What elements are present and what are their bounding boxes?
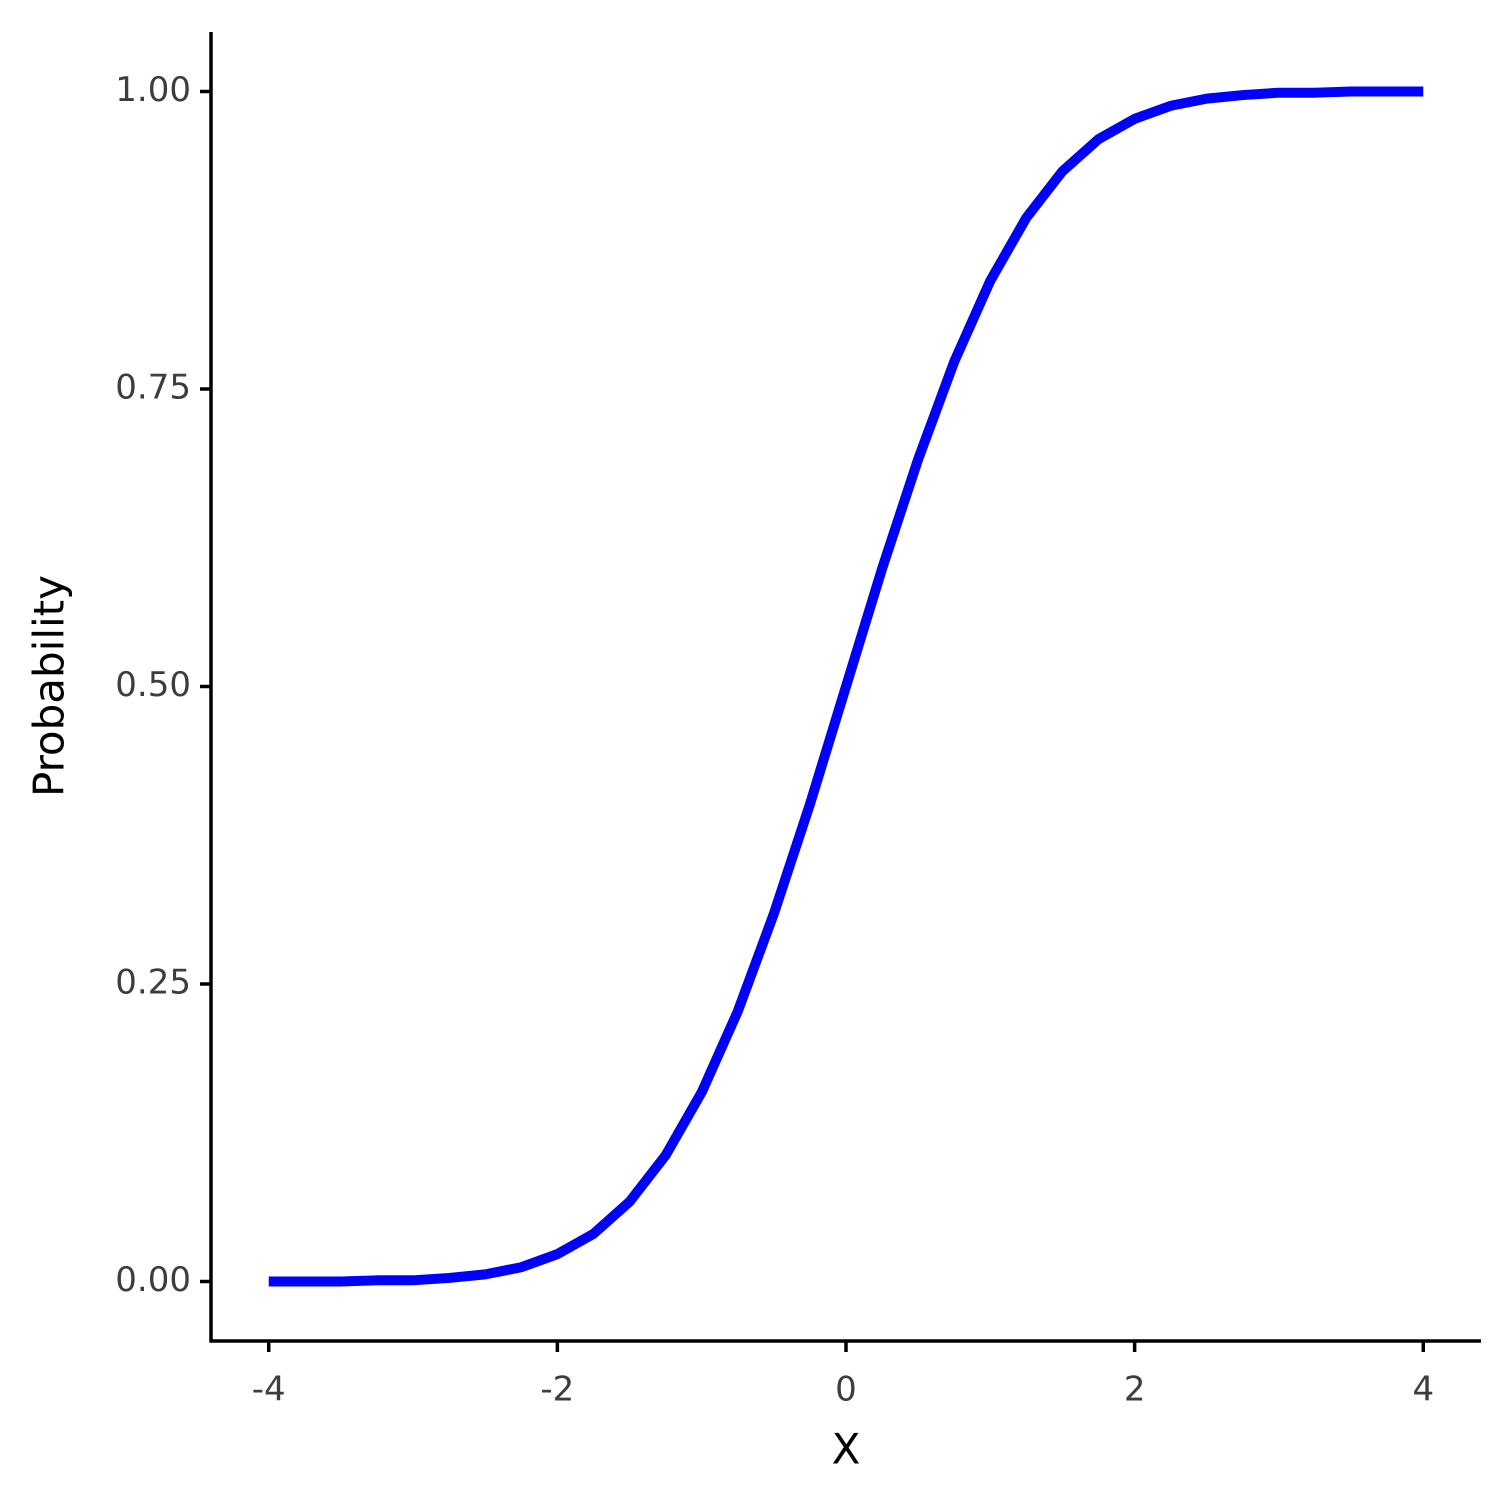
x-tick-label: -4	[252, 1370, 286, 1410]
x-tick-label: -2	[540, 1370, 574, 1410]
x-tick-label: 2	[1124, 1370, 1146, 1410]
y-tick-label: 0.50	[115, 665, 191, 705]
y-tick-label: 1.00	[115, 70, 191, 110]
x-tick-label: 0	[835, 1370, 857, 1410]
y-axis-title: Probability	[25, 575, 74, 797]
x-tick-label: 4	[1412, 1370, 1434, 1410]
y-tick-label: 0.25	[115, 963, 191, 1003]
y-tick-label: 0.75	[115, 368, 191, 408]
y-tick-label: 0.00	[115, 1260, 191, 1300]
curve	[268, 86, 1424, 1287]
x-axis-title: X	[832, 1425, 861, 1474]
